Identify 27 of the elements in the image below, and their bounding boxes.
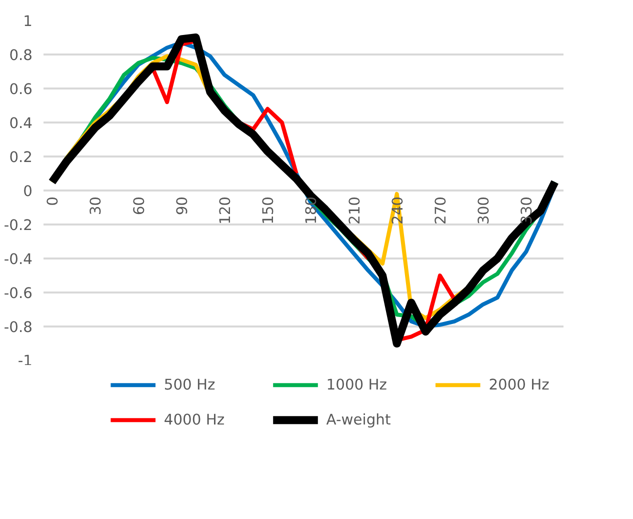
x-tick-label: 30 bbox=[88, 196, 105, 216]
x-tick-label: 90 bbox=[174, 196, 191, 216]
x-tick-label: 120 bbox=[216, 196, 234, 224]
y-tick-label: 0.6 bbox=[9, 81, 33, 98]
y-tick-label: -0.6 bbox=[4, 285, 33, 302]
y-tick-label: -0.8 bbox=[4, 319, 33, 336]
y-tick-label: -0.2 bbox=[4, 217, 33, 234]
y-tick-label: 0.2 bbox=[9, 149, 33, 166]
y-tick-label: -0.4 bbox=[4, 251, 33, 268]
legend-label: 2000 Hz bbox=[488, 376, 550, 394]
x-tick-label: 240 bbox=[389, 196, 406, 224]
x-tick-label: 330 bbox=[518, 196, 536, 224]
y-tick-label: 0.4 bbox=[9, 115, 33, 132]
x-tick-label: 60 bbox=[130, 196, 148, 216]
x-tick-label: 300 bbox=[476, 196, 493, 224]
legend-label: 500 Hz bbox=[164, 376, 216, 394]
x-tick-label: 180 bbox=[303, 196, 320, 224]
legend-label: A-weight bbox=[326, 412, 391, 429]
x-tick-label: 270 bbox=[432, 196, 450, 224]
legend-label: 4000 Hz bbox=[164, 412, 225, 429]
legend-label: 1000 Hz bbox=[326, 376, 388, 394]
y-tick-label: 1 bbox=[23, 13, 33, 30]
y-tick-label: 0 bbox=[23, 183, 33, 200]
y-tick-label: 0.8 bbox=[9, 47, 33, 64]
x-tick-label: 150 bbox=[260, 196, 278, 224]
x-tick-label: 0 bbox=[44, 196, 62, 206]
x-tick-label: 210 bbox=[346, 196, 364, 224]
